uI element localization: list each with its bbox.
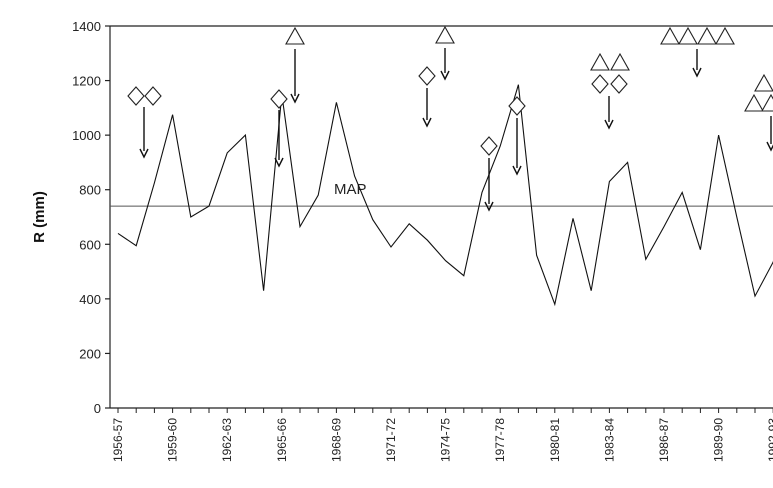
- x-ticks: 1956-57 1959-60 1962-63 1965-66 1968-69 1971-…: [111, 408, 773, 462]
- x-tick-label: 1962-63: [220, 418, 234, 462]
- x-tick-label: 1965-66: [275, 418, 289, 462]
- x-tick-label: 1974-75: [439, 418, 453, 462]
- arrow-head-icon: [422, 117, 432, 128]
- y-tick-label: 600: [79, 237, 101, 252]
- arrow-head-icon: [290, 93, 300, 104]
- diamond-icon: [508, 96, 526, 116]
- diamond-icon: [144, 86, 162, 106]
- x-tick-label: 1980-81: [548, 418, 562, 462]
- triangle-icon: [660, 26, 680, 45]
- arrow-head-icon: [484, 201, 494, 212]
- diamond-icon: [270, 89, 288, 109]
- x-tick-label: 1977-78: [493, 418, 507, 462]
- diamond-icon: [610, 74, 628, 94]
- y-tick-label: 800: [79, 183, 101, 198]
- triangle-icon: [715, 26, 735, 45]
- arrow-head-icon: [766, 141, 773, 152]
- x-tick-label: 1989-90: [712, 418, 726, 462]
- triangle-icon: [697, 26, 717, 45]
- arrow-head-icon: [604, 119, 614, 130]
- triangle-icon: [761, 93, 773, 112]
- x-tick-label: 1986-87: [657, 418, 671, 462]
- y-tick-label: 400: [79, 292, 101, 307]
- annotation-markers: [127, 25, 773, 212]
- map-label: MAP: [334, 181, 367, 198]
- y-tick-label: 1200: [72, 74, 101, 89]
- triangle-icon: [435, 25, 455, 44]
- x-tick-label: 1992-93: [766, 418, 773, 462]
- y-tick-label: 200: [79, 346, 101, 361]
- y-axis-label: R (mm): [31, 191, 48, 243]
- x-tick-label: 1968-69: [329, 418, 343, 462]
- x-tick-label: 1956-57: [111, 418, 125, 462]
- y-tick-label: 1000: [72, 128, 101, 143]
- triangle-icon: [590, 52, 610, 71]
- arrow-head-icon: [692, 67, 702, 78]
- arrow-head-icon: [139, 148, 149, 159]
- triangle-icon: [754, 73, 773, 92]
- plot-area: 0 200 400 600 800 1000 1200 1400 1956-57 1959-60…: [72, 19, 773, 462]
- triangle-icon: [285, 26, 305, 45]
- arrow-head-icon: [512, 165, 522, 176]
- triangle-icon: [610, 52, 630, 71]
- x-tick-label: 1959-60: [166, 418, 180, 462]
- y-tick-label: 1400: [72, 19, 101, 34]
- diamond-icon: [127, 86, 145, 106]
- x-tick-label: 1983-84: [602, 418, 616, 462]
- triangle-icon: [678, 26, 698, 45]
- triangle-icon: [744, 93, 764, 112]
- diamond-icon: [480, 136, 498, 156]
- x-tick-label: 1971-72: [384, 418, 398, 462]
- arrow-head-icon: [440, 70, 450, 81]
- series-line-rainfall: [117, 84, 773, 307]
- y-tick-label: 0: [94, 401, 101, 416]
- arrow-head-icon: [274, 157, 284, 168]
- y-ticks: 0 200 400 600 800 1000 1200 1400: [72, 19, 110, 416]
- diamond-icon: [591, 74, 609, 94]
- diamond-icon: [418, 66, 436, 86]
